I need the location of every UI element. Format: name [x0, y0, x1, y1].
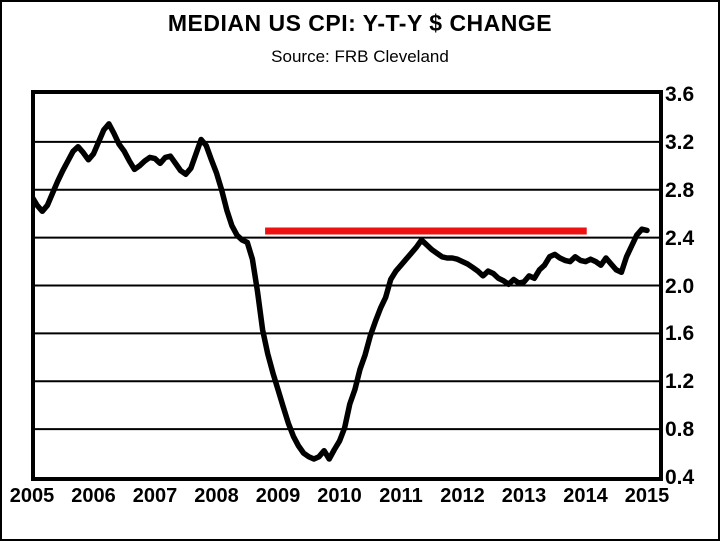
- x-tick-label: 2011: [379, 485, 423, 507]
- y-tick-label: 1.2: [665, 370, 695, 394]
- chart-canvas: [35, 121, 659, 462]
- y-tick-label: 0.4: [665, 466, 695, 489]
- x-tick-label: 2005: [9, 485, 55, 507]
- x-tick-label: 2007: [132, 485, 178, 507]
- x-tick-label: 2014: [563, 485, 608, 507]
- y-tick-label: 2.8: [665, 178, 695, 202]
- x-tick-label: 2006: [71, 485, 116, 507]
- x-tick-label: 2008: [194, 485, 239, 507]
- y-tick-label: 3.2: [665, 130, 695, 154]
- y-tick-label: 1.6: [665, 322, 695, 346]
- x-tick-label: 2015: [624, 485, 670, 507]
- x-tick-label: 2010: [317, 485, 362, 507]
- x-tick-label: 2012: [440, 485, 485, 507]
- y-tick-label: 3.6: [665, 83, 695, 106]
- chart-title: MEDIAN US CPI: Y-T-Y $ CHANGE: [167, 10, 553, 36]
- y-tick-label: 2.0: [665, 274, 695, 298]
- y-tick-label: 0.8: [665, 418, 695, 442]
- y-tick-label: 2.4: [665, 226, 695, 250]
- chart-subtitle: Source: FRB Cleveland: [271, 47, 449, 66]
- cpi-series-line: [35, 121, 650, 462]
- x-tick-label: 2009: [255, 485, 301, 507]
- x-tick-label: 2013: [501, 485, 547, 507]
- plot-area: [31, 90, 663, 481]
